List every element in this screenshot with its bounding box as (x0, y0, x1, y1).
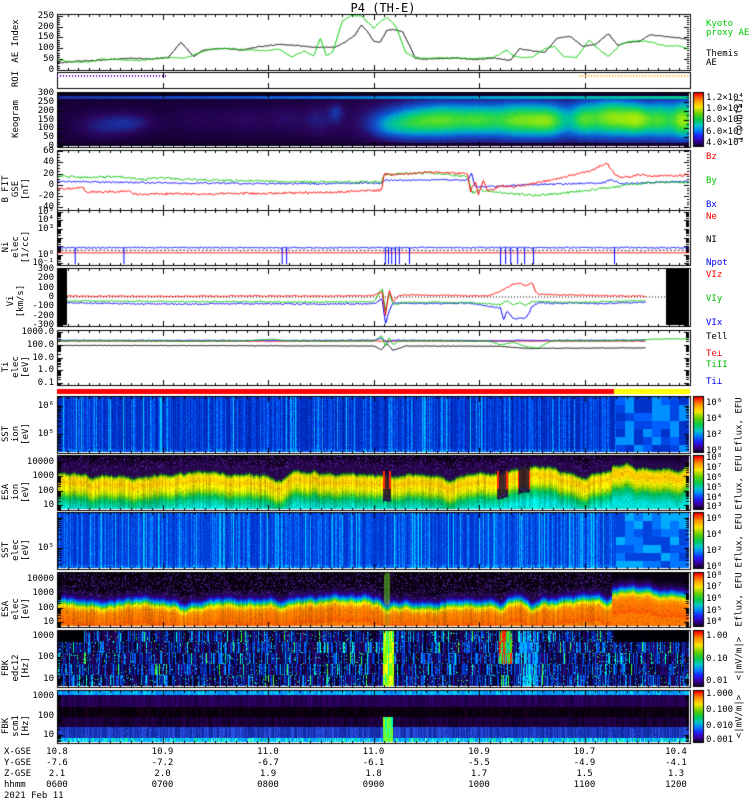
plot-canvas (0, 0, 750, 800)
themis-summary-plot: P4 (TH-E) 250 200 150 100 50 0 AE Index Kyoto p… (0, 0, 750, 800)
